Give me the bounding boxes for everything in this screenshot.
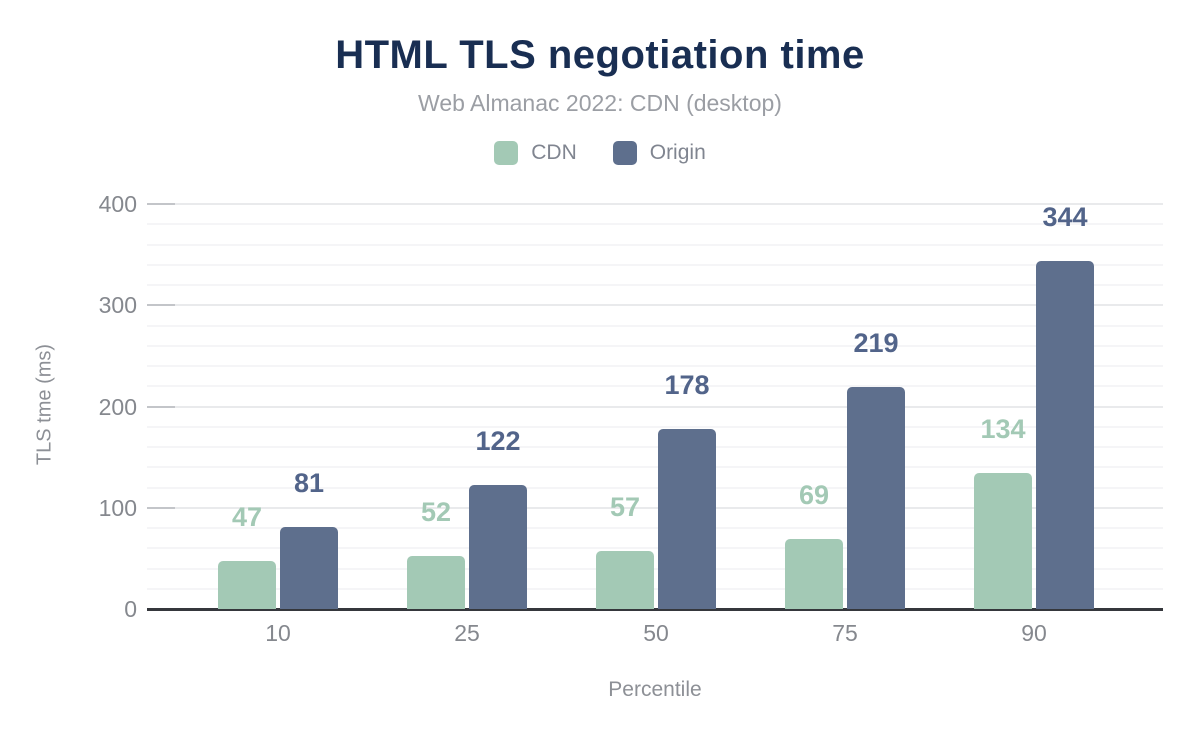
- major-gridline: [147, 506, 1163, 509]
- minor-gridline: [147, 486, 1163, 489]
- value-label-origin-p90: 344: [1042, 201, 1088, 232]
- legend-item-cdn[interactable]: CDN: [494, 141, 577, 165]
- y-tick-label: 300: [98, 292, 137, 319]
- y-axis-tick: [147, 506, 175, 509]
- x-tick-label-p50: 50: [643, 620, 669, 646]
- value-label-origin-p75: 219: [853, 328, 899, 359]
- value-label-cdn-p25: 52: [420, 497, 452, 528]
- minor-gridline: [147, 324, 1163, 327]
- minor-gridline: [147, 365, 1163, 367]
- minor-gridline: [147, 385, 1163, 388]
- legend-label-cdn: CDN: [531, 141, 577, 164]
- minor-gridline: [147, 446, 1163, 448]
- chart-title: HTML TLS negotiation time: [335, 33, 865, 77]
- value-label-cdn-p50: 57: [609, 492, 641, 523]
- minor-gridline: [147, 466, 1163, 469]
- bar-origin-p25[interactable]: [469, 485, 527, 609]
- y-axis-tick: [147, 304, 175, 307]
- value-label-cdn-p10: 47: [231, 502, 263, 533]
- legend: CDN Origin: [0, 141, 1200, 165]
- x-axis-line: [147, 608, 1163, 611]
- y-tick-label: 200: [98, 393, 137, 420]
- major-gridline: [147, 203, 1163, 205]
- y-tick-label: 100: [98, 494, 137, 521]
- minor-gridline: [147, 223, 1163, 226]
- value-label-cdn-p75: 69: [798, 480, 830, 511]
- value-label-origin-p50: 178: [664, 369, 710, 400]
- y-axis-tick: [147, 203, 175, 205]
- minor-gridline: [147, 547, 1163, 550]
- minor-gridline: [147, 587, 1163, 590]
- minor-gridline: [147, 567, 1163, 570]
- minor-gridline: [147, 344, 1163, 347]
- minor-gridline: [147, 263, 1163, 266]
- plot-area: 47 81 52 122 57 178 69 219 134 344: [147, 201, 1163, 611]
- x-tick-label-p25: 25: [454, 620, 480, 646]
- bar-cdn-p25[interactable]: [407, 556, 465, 609]
- legend-item-origin[interactable]: Origin: [612, 141, 706, 165]
- chart-subtitle: Web Almanac 2022: CDN (desktop): [418, 90, 782, 116]
- value-label-origin-p25: 122: [475, 426, 521, 457]
- bar-origin-p10[interactable]: [280, 527, 338, 609]
- legend-swatch-cdn: [494, 141, 519, 165]
- minor-gridline: [147, 243, 1163, 246]
- x-tick-label-p90: 90: [1021, 620, 1047, 646]
- x-tick-label-p10: 10: [265, 620, 291, 646]
- major-gridline: [147, 304, 1163, 307]
- value-label-origin-p10: 81: [293, 468, 325, 498]
- bar-origin-p50[interactable]: [658, 428, 716, 609]
- bar-origin-p75[interactable]: [847, 387, 905, 609]
- legend-swatch-origin: [612, 141, 637, 165]
- bar-cdn-p10[interactable]: [218, 561, 276, 609]
- minor-gridline: [147, 527, 1163, 529]
- major-gridline: [147, 405, 1163, 408]
- minor-gridline: [147, 425, 1163, 428]
- y-tick-label: 0: [124, 596, 137, 622]
- bar-cdn-p50[interactable]: [596, 551, 654, 609]
- bar-cdn-p75[interactable]: [785, 539, 843, 609]
- bar-cdn-p90[interactable]: [974, 473, 1032, 609]
- y-tick-label: 400: [98, 191, 137, 217]
- bar-origin-p90[interactable]: [1036, 260, 1094, 609]
- x-tick-label-p75: 75: [832, 620, 858, 646]
- legend-label-origin: Origin: [649, 141, 706, 164]
- minor-gridline: [147, 284, 1163, 286]
- x-axis-title: Percentile: [608, 678, 702, 701]
- value-label-cdn-p90: 134: [980, 414, 1026, 445]
- y-axis-tick: [147, 405, 175, 408]
